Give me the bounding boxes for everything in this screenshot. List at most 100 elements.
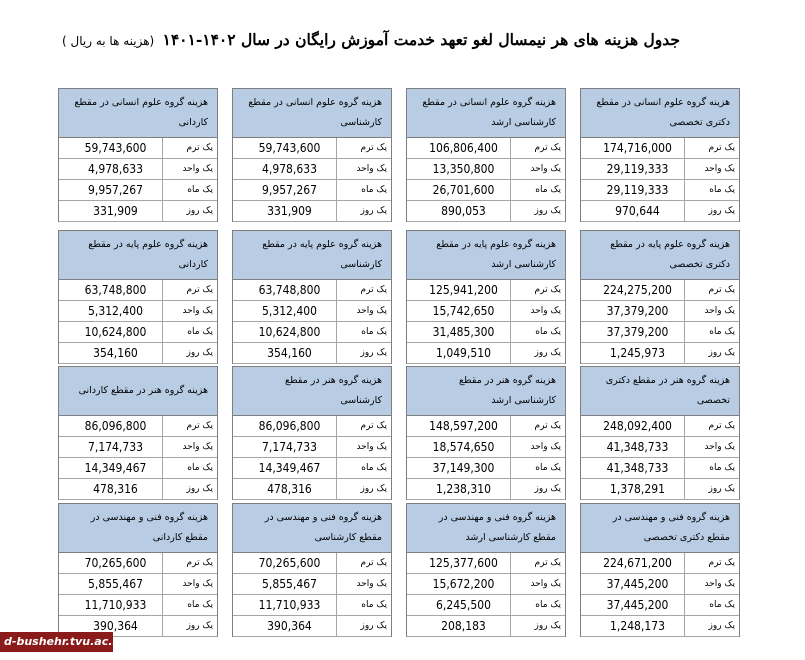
cost-card: هزینه گروه هنر در مقطع کاردانی یک ترم 86,0… (58, 366, 218, 500)
cost-value: 224,275,200 (603, 283, 672, 297)
cost-value: 208,183 (441, 619, 486, 633)
row-label: یک ماه (162, 180, 217, 200)
cost-value: 106,806,400 (429, 141, 498, 155)
cost-card: هزینه گروه علوم انسانی در مقطع کارشناسی ی… (232, 88, 392, 222)
row-label: یک ترم (162, 280, 217, 300)
table-row: یک ترم 86,096,800 (233, 416, 391, 437)
row-label: یک واحد (510, 159, 565, 179)
row-label: یک ماه (162, 595, 217, 615)
table-row: یک روز 478,316 (59, 479, 217, 500)
table-row: یک واحد 7,174,733 (59, 437, 217, 458)
row-label: یک واحد (684, 301, 739, 321)
cost-card: هزینه گروه هنر در مقطع کارشناسی ارشد یک ت… (406, 366, 566, 500)
cost-value: 970,644 (615, 204, 660, 218)
row-label: یک روز (684, 479, 739, 499)
row-label: یک ماه (510, 322, 565, 342)
table-row: یک ماه 26,701,600 (407, 180, 565, 201)
cost-value: 63,748,800 (258, 283, 321, 297)
card-header: هزینه گروه علوم انسانی در مقطع کاردانی (59, 88, 217, 138)
cost-value: 478,316 (267, 482, 312, 496)
cost-value: 1,049,510 (436, 346, 491, 360)
row-label: یک ماه (510, 595, 565, 615)
cost-value: 5,855,467 (88, 577, 143, 591)
table-row: یک واحد 15,742,650 (407, 301, 565, 322)
cost-value: 86,096,800 (258, 419, 321, 433)
cost-value: 4,978,633 (88, 162, 143, 176)
row-label: یک روز (336, 616, 391, 636)
cost-value: 31,485,300 (432, 325, 495, 339)
cost-value: 15,672,200 (432, 577, 495, 591)
table-row: یک ماه 14,349,467 (59, 458, 217, 479)
cost-value: 10,624,800 (84, 325, 147, 339)
row-label: یک روز (510, 479, 565, 499)
card-header: هزینه گروه علوم انسانی در مقطع کارشناسی … (407, 88, 565, 138)
table-row: یک واحد 4,978,633 (233, 159, 391, 180)
table-row: یک ترم 63,748,800 (233, 280, 391, 301)
table-row: یک ترم 63,748,800 (59, 280, 217, 301)
table-row: یک ترم 86,096,800 (59, 416, 217, 437)
table-row: یک ماه 37,379,200 (581, 322, 739, 343)
cost-value: 890,053 (441, 204, 486, 218)
row-label: یک واحد (510, 437, 565, 457)
table-row: یک ماه 31,485,300 (407, 322, 565, 343)
row-label: یک ترم (162, 138, 217, 158)
cost-value: 5,855,467 (262, 577, 317, 591)
cost-value: 390,364 (267, 619, 312, 633)
row-label: یک ترم (684, 416, 739, 436)
site-watermark: d-bushehr.tvu.ac.ir (0, 632, 113, 652)
row-label: یک روز (162, 201, 217, 221)
cost-value: 331,909 (93, 204, 138, 218)
cost-value: 125,941,200 (429, 283, 498, 297)
table-row: یک ترم 70,265,600 (233, 553, 391, 574)
row-label: یک ترم (336, 553, 391, 573)
table-row: یک واحد 7,174,733 (233, 437, 391, 458)
card-header: هزینه گروه فنی و مهندسی در مقطع دکتری تخ… (581, 503, 739, 553)
cost-card: هزینه گروه علوم پایه در مقطع دکتری تخصصی… (580, 230, 740, 364)
cost-card: هزینه گروه فنی و مهندسی در مقطع دکتری تخ… (580, 503, 740, 637)
row-label: یک ماه (336, 322, 391, 342)
table-row: یک روز 354,160 (59, 343, 217, 364)
cost-card: هزینه گروه علوم پایه در مقطع کارشناسی یک … (232, 230, 392, 364)
table-row: یک روز 970,644 (581, 201, 739, 222)
row-label: یک واحد (162, 301, 217, 321)
table-row: یک ماه 6,245,500 (407, 595, 565, 616)
table-row: یک روز 1,238,310 (407, 479, 565, 500)
row-label: یک ماه (336, 180, 391, 200)
cost-value: 1,248,173 (610, 619, 665, 633)
row-label: یک ماه (684, 180, 739, 200)
cost-value: 41,348,733 (606, 461, 669, 475)
table-row: یک ترم 224,275,200 (581, 280, 739, 301)
table-row: یک واحد 37,379,200 (581, 301, 739, 322)
row-label: یک ماه (336, 595, 391, 615)
cost-value: 59,743,600 (84, 141, 147, 155)
table-row: یک ماه 9,957,267 (233, 180, 391, 201)
cost-value: 1,238,310 (436, 482, 491, 496)
cost-value: 37,445,200 (606, 577, 669, 591)
cost-value: 11,710,933 (258, 598, 321, 612)
cost-card: هزینه گروه علوم انسانی در مقطع دکتری تخص… (580, 88, 740, 222)
table-row: یک روز 1,049,510 (407, 343, 565, 364)
cost-card: هزینه گروه علوم انسانی در مقطع کاردانی یک… (58, 88, 218, 222)
row-label: یک ترم (336, 280, 391, 300)
table-row: یک ماه 11,710,933 (59, 595, 217, 616)
row-label: یک واحد (684, 574, 739, 594)
table-row: یک روز 331,909 (59, 201, 217, 222)
cost-value: 86,096,800 (84, 419, 147, 433)
cost-value: 37,149,300 (432, 461, 495, 475)
table-row: یک ترم 174,716,000 (581, 138, 739, 159)
row-label: یک ماه (684, 595, 739, 615)
row-label: یک واحد (336, 574, 391, 594)
cost-value: 15,742,650 (432, 304, 495, 318)
cost-value: 9,957,267 (262, 183, 317, 197)
row-label: یک واحد (162, 437, 217, 457)
cost-value: 248,092,400 (603, 419, 672, 433)
row-label: یک روز (162, 479, 217, 499)
cost-value: 18,574,650 (432, 440, 495, 454)
card-header: هزینه گروه علوم پایه در مقطع کارشناسی ار… (407, 230, 565, 280)
cost-value: 354,160 (267, 346, 312, 360)
table-row: یک ماه 29,119,333 (581, 180, 739, 201)
cost-value: 4,978,633 (262, 162, 317, 176)
cost-value: 59,743,600 (258, 141, 321, 155)
table-row: یک ترم 248,092,400 (581, 416, 739, 437)
